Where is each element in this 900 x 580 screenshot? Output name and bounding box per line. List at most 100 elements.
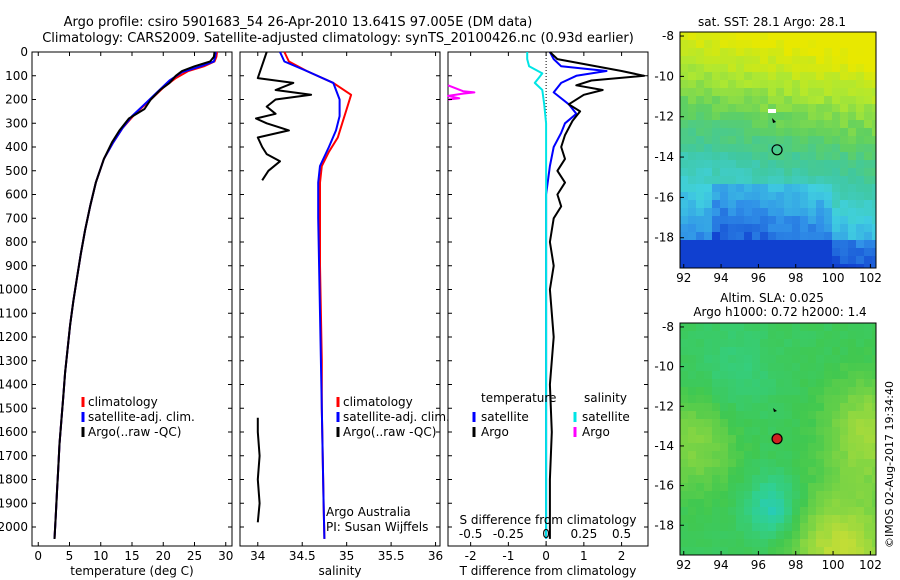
map-cell <box>792 379 800 387</box>
map-cell <box>768 80 776 88</box>
map-cell <box>736 347 744 355</box>
map-cell <box>824 104 832 112</box>
map-cell <box>872 403 876 411</box>
map-cell <box>744 80 752 88</box>
map-cell <box>792 515 800 523</box>
map-cell <box>688 539 696 547</box>
map-cell <box>832 192 840 200</box>
map-cell <box>712 395 720 403</box>
map-cell <box>704 240 712 248</box>
map-cell <box>856 475 864 483</box>
map-cell <box>728 451 736 459</box>
map-cell <box>848 411 856 419</box>
map-cell <box>848 104 856 112</box>
map-cell <box>720 443 728 451</box>
map-cell <box>752 200 760 208</box>
map-cell <box>792 40 800 48</box>
map-cell <box>688 240 696 248</box>
map-cell <box>768 200 776 208</box>
map-cell <box>712 72 720 80</box>
map-cell <box>696 112 704 120</box>
map-cell <box>768 459 776 467</box>
map-cell <box>720 531 728 539</box>
map-cell <box>744 128 752 136</box>
map-cell <box>832 40 840 48</box>
map-cell <box>752 128 760 136</box>
map-cell <box>744 531 752 539</box>
map-cell <box>696 32 704 40</box>
map-cell <box>728 104 736 112</box>
map-cell <box>856 152 864 160</box>
map-cell <box>848 160 856 168</box>
map-cell <box>808 443 816 451</box>
map-cell <box>712 531 720 539</box>
map-cell <box>800 491 808 499</box>
map-cell <box>752 112 760 120</box>
map-cell <box>680 152 688 160</box>
x-tick-label: 15 <box>124 549 139 563</box>
map-cell <box>712 216 720 224</box>
map-cell <box>840 240 848 248</box>
map-cell <box>712 523 720 531</box>
map-cell <box>704 331 712 339</box>
map-cell <box>872 339 876 347</box>
map-cell <box>808 160 816 168</box>
map-cell <box>688 256 696 264</box>
map-cell <box>688 48 696 56</box>
map-cell <box>824 56 832 64</box>
map-cell <box>720 32 728 40</box>
map-cell <box>872 539 876 547</box>
map-cell <box>760 331 768 339</box>
legend-label: satellite-adj. clim. <box>88 410 195 424</box>
map-cell <box>840 56 848 64</box>
map-cell <box>752 371 760 379</box>
map-cell <box>712 419 720 427</box>
map-cell <box>872 72 876 80</box>
map-cell <box>864 339 872 347</box>
map-cell <box>784 427 792 435</box>
map-cell <box>776 40 784 48</box>
map-cell <box>832 515 840 523</box>
map-cell <box>696 120 704 128</box>
map-cell <box>832 443 840 451</box>
map-cell <box>704 248 712 256</box>
map-cell <box>696 96 704 104</box>
map-cell <box>688 64 696 72</box>
map-cell <box>712 323 720 331</box>
map-cell <box>688 96 696 104</box>
map-cell <box>760 96 768 104</box>
map-cell <box>744 32 752 40</box>
map-cell <box>856 160 864 168</box>
temperature-panel: 0 5 10 15 20 25 30 temperature (deg C) climato… <box>31 51 233 578</box>
map-cell <box>824 451 832 459</box>
map-cell <box>864 371 872 379</box>
map-cell <box>704 120 712 128</box>
map-cell <box>848 120 856 128</box>
map-cell <box>696 347 704 355</box>
map-cell <box>848 112 856 120</box>
map-cell <box>712 507 720 515</box>
map-cell <box>720 72 728 80</box>
map-cell <box>688 112 696 120</box>
map-cell <box>712 64 720 72</box>
map-cell <box>760 419 768 427</box>
map-cell <box>800 32 808 40</box>
map-cell <box>824 192 832 200</box>
map-cell <box>832 371 840 379</box>
map-cell <box>872 224 876 232</box>
map-cell <box>704 112 712 120</box>
map-cell <box>800 224 808 232</box>
map-cell <box>776 112 784 120</box>
map-cell <box>800 339 808 347</box>
map-cell <box>768 475 776 483</box>
map-cell <box>872 248 876 256</box>
map-cell <box>736 168 744 176</box>
map-cell <box>864 387 872 395</box>
map-cell <box>808 323 816 331</box>
t-difference-label: T difference from climatology <box>459 564 637 578</box>
map-cell <box>736 443 744 451</box>
map-cell <box>832 136 840 144</box>
map-cell <box>800 363 808 371</box>
map-cell <box>760 475 768 483</box>
map-cell <box>840 499 848 507</box>
